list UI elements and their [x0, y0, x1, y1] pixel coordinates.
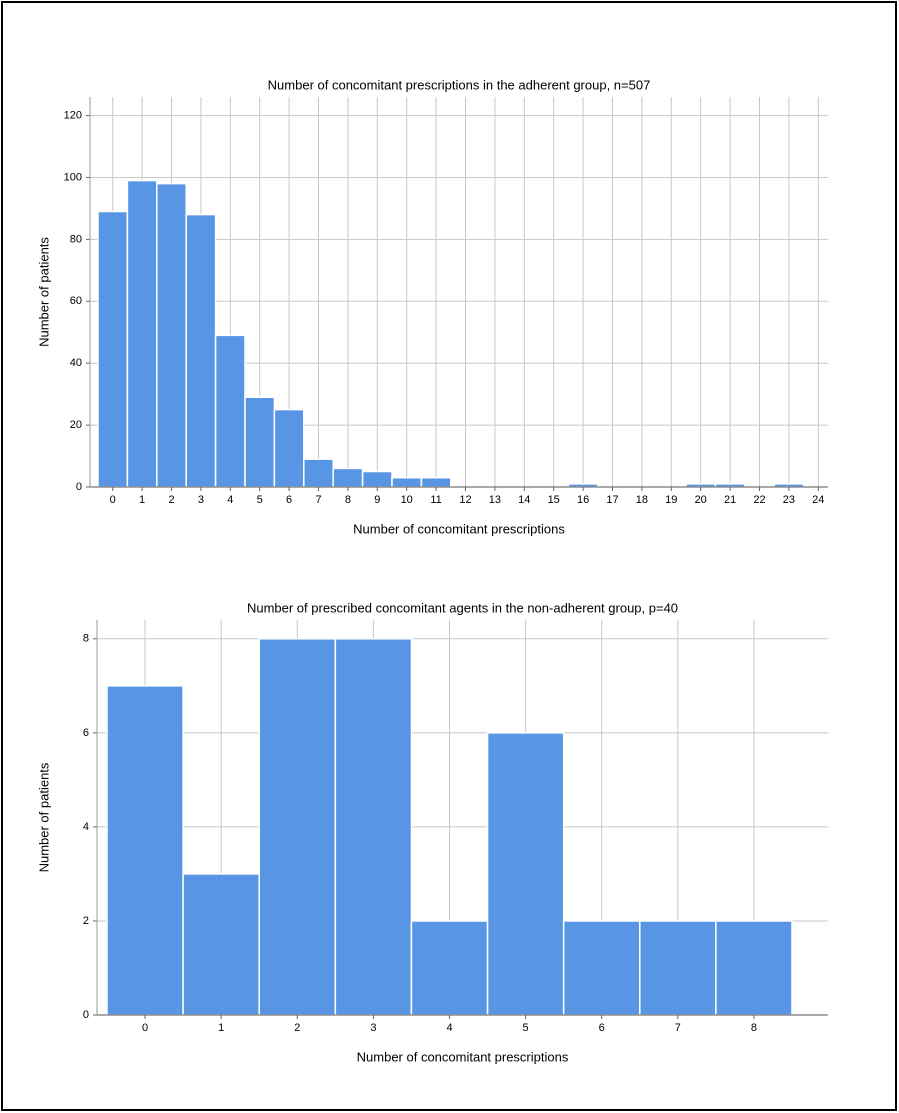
bar	[391, 476, 423, 488]
x-tick-label: 9	[374, 494, 380, 506]
bar	[244, 396, 276, 488]
x-tick-label: 8	[345, 494, 351, 506]
bar	[332, 467, 364, 488]
x-tick-label: 2	[294, 1022, 300, 1034]
y-axis-label: Number of patients	[36, 237, 51, 347]
x-tick-label: 24	[812, 494, 824, 506]
x-tick-label: 0	[110, 494, 116, 506]
y-tick-label: 40	[70, 357, 82, 369]
x-tick-label: 21	[724, 494, 736, 506]
bar	[420, 476, 452, 488]
y-tick-label: 20	[70, 419, 82, 431]
x-tick-label: 5	[523, 1022, 529, 1034]
bar	[410, 920, 489, 1016]
x-tick-label: 13	[489, 494, 501, 506]
y-tick-label: 100	[64, 171, 82, 183]
y-tick-label: 120	[64, 109, 82, 121]
x-tick-label: 1	[218, 1022, 224, 1034]
x-tick-label: 15	[548, 494, 560, 506]
chart-title: Number of concomitant prescriptions in t…	[268, 77, 651, 92]
bar	[106, 685, 184, 1016]
y-tick-label: 80	[70, 233, 82, 245]
bar	[97, 210, 129, 488]
x-tick-label: 6	[286, 494, 292, 506]
bar	[273, 408, 305, 488]
bar	[214, 334, 246, 488]
bar	[156, 182, 187, 488]
x-tick-label: 17	[606, 494, 618, 506]
bar	[258, 638, 337, 1016]
y-tick-label: 8	[83, 633, 89, 645]
bar	[562, 920, 641, 1016]
bar	[715, 920, 793, 1016]
x-tick-label: 10	[401, 494, 413, 506]
x-tick-label: 1	[139, 494, 145, 506]
x-tick-label: 3	[370, 1022, 376, 1034]
bar	[334, 638, 413, 1016]
x-tick-label: 0	[142, 1022, 148, 1034]
y-tick-label: 0	[83, 1009, 89, 1021]
bar	[303, 458, 334, 488]
bar	[182, 873, 260, 1016]
x-tick-label: 6	[599, 1022, 605, 1034]
x-tick-label: 4	[227, 494, 233, 506]
y-tick-label: 0	[76, 481, 82, 493]
x-tick-label: 19	[665, 494, 677, 506]
y-tick-label: 60	[70, 295, 82, 307]
x-tick-label: 8	[751, 1022, 757, 1034]
bar	[185, 213, 217, 488]
x-tick-label: 3	[198, 494, 204, 506]
x-tick-label: 23	[783, 494, 795, 506]
chart-title: Number of prescribed concomitant agents …	[247, 600, 678, 615]
x-tick-label: 18	[636, 494, 648, 506]
bar	[486, 732, 565, 1016]
bar	[126, 179, 158, 488]
x-tick-label: 22	[753, 494, 765, 506]
x-axis-label: Number of concomitant prescriptions	[357, 1049, 569, 1064]
y-tick-label: 6	[83, 727, 89, 739]
x-tick-label: 20	[695, 494, 707, 506]
bar	[639, 920, 717, 1016]
x-tick-label: 5	[257, 494, 263, 506]
y-tick-label: 4	[83, 821, 89, 833]
y-tick-label: 2	[83, 915, 89, 927]
x-tick-label: 2	[168, 494, 174, 506]
x-tick-label: 7	[315, 494, 321, 506]
x-tick-label: 16	[577, 494, 589, 506]
bar	[361, 470, 393, 488]
x-tick-label: 11	[430, 494, 441, 506]
x-axis-label: Number of concomitant prescriptions	[353, 521, 565, 536]
y-axis-label: Number of patients	[36, 762, 51, 872]
x-tick-label: 14	[518, 494, 530, 506]
x-tick-label: 4	[446, 1022, 452, 1034]
x-tick-label: 12	[459, 494, 471, 506]
x-tick-label: 7	[675, 1022, 681, 1034]
